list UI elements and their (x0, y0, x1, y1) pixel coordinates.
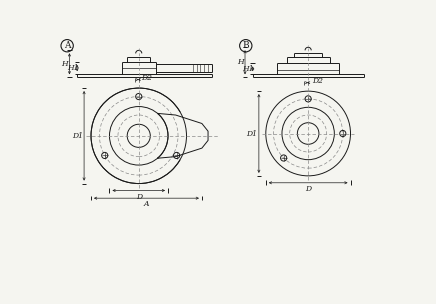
Text: H1: H1 (67, 64, 78, 72)
Text: A: A (144, 200, 149, 208)
Text: D1: D1 (72, 132, 83, 140)
Text: D: D (305, 185, 311, 193)
Text: D2: D2 (141, 74, 152, 82)
Text: H: H (237, 58, 244, 66)
Text: D: D (136, 193, 142, 201)
Text: H1: H1 (242, 65, 254, 73)
Text: H: H (61, 60, 68, 68)
Text: D2: D2 (312, 77, 323, 85)
Text: B: B (242, 41, 249, 50)
Text: D1: D1 (246, 130, 257, 137)
Text: A: A (64, 41, 70, 50)
